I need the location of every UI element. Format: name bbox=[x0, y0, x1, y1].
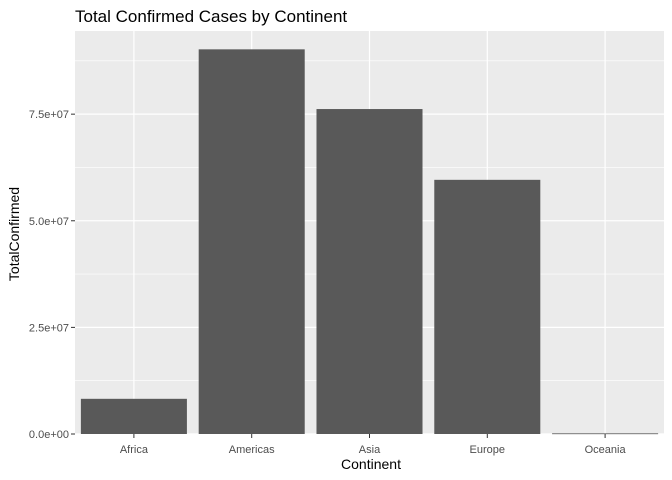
y-tick-label: 2.5e+07 bbox=[29, 322, 69, 334]
chart-title: Total Confirmed Cases by Continent bbox=[75, 7, 347, 26]
bar-europe bbox=[434, 179, 541, 434]
x-tick-label-oceania: Oceania bbox=[585, 444, 627, 456]
x-tick-label-europe: Europe bbox=[470, 444, 505, 456]
y-tick-label: 5.0e+07 bbox=[29, 216, 69, 228]
x-axis-title: Continent bbox=[341, 456, 401, 472]
y-axis-title: TotalConfirmed bbox=[6, 187, 22, 281]
x-tick-label-asia: Asia bbox=[359, 444, 381, 456]
y-axis: 0.0e+00 2.5e+07 5.0e+07 7.5e+07 bbox=[29, 109, 75, 441]
x-tick-label-americas: Americas bbox=[229, 444, 275, 456]
bars bbox=[80, 49, 659, 435]
bar-oceania bbox=[552, 433, 659, 435]
bar-africa bbox=[80, 398, 187, 434]
y-tick-label: 0.0e+00 bbox=[29, 429, 69, 441]
y-tick-label: 7.5e+07 bbox=[29, 109, 69, 121]
bar-asia bbox=[316, 109, 423, 435]
x-tick-label-africa: Africa bbox=[120, 444, 149, 456]
bar-americas bbox=[198, 49, 305, 435]
x-axis: Africa Americas Asia Europe Oceania bbox=[120, 434, 627, 456]
